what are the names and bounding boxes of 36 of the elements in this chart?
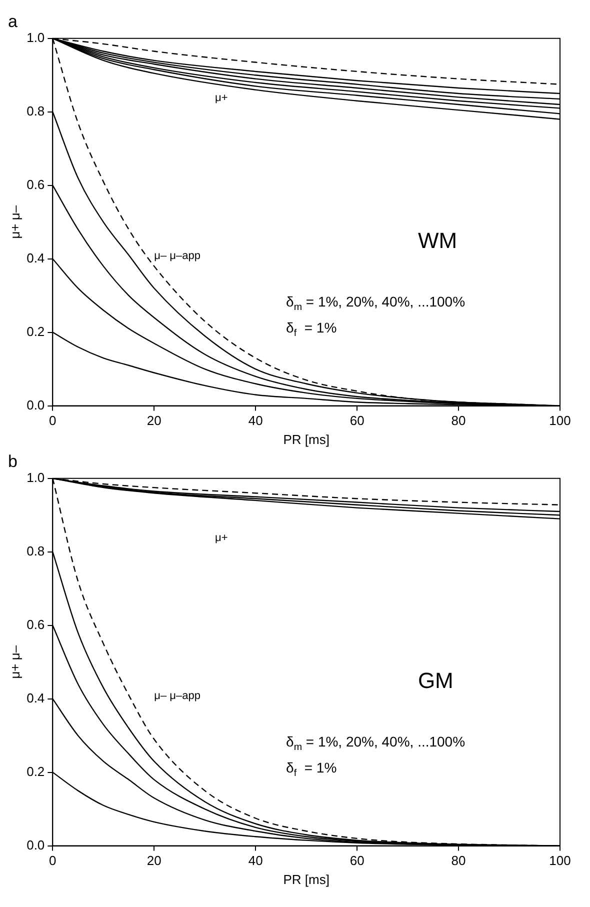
x-tick-label: 60 (350, 413, 364, 428)
y-tick-label: 0.2 (26, 324, 45, 339)
annotation: GM (418, 668, 454, 693)
annotation: μ– μ–app (154, 690, 200, 702)
annotation: μ+ (215, 532, 228, 544)
y-tick-label: 1.0 (26, 470, 45, 485)
annotation: WM (418, 228, 458, 253)
x-axis-title: PR [ms] (283, 432, 330, 447)
x-tick-label: 40 (248, 413, 263, 428)
chart-title: b (8, 452, 18, 471)
x-tick-label: 20 (146, 413, 162, 428)
y-axis-title: μ+ μ– (7, 644, 22, 679)
x-tick-label: 20 (146, 853, 162, 868)
y-tick-label: 0.2 (26, 764, 45, 779)
x-tick-label: 100 (549, 413, 571, 428)
x-tick-label: 60 (350, 853, 364, 868)
y-tick-label: 0.6 (26, 616, 45, 632)
x-tick-label: 80 (451, 853, 466, 868)
y-tick-label: 0.4 (26, 690, 45, 706)
y-axis-title: μ+ μ– (7, 204, 22, 239)
x-tick-label: 40 (248, 853, 263, 868)
annotation: μ– μ–app (154, 250, 200, 262)
y-tick-label: 0.6 (26, 176, 45, 192)
y-tick-label: 0.8 (26, 543, 45, 558)
y-tick-label: 0.0 (26, 837, 45, 852)
chart-title: a (8, 12, 18, 31)
x-axis-title: PR [ms] (283, 872, 330, 887)
x-tick-label: 0 (49, 413, 56, 428)
annotation: μ+ (215, 92, 228, 104)
x-tick-label: 100 (549, 853, 571, 868)
y-tick-label: 0.0 (26, 397, 45, 412)
y-tick-label: 0.8 (26, 103, 45, 118)
y-tick-label: 1.0 (26, 30, 45, 45)
x-tick-label: 0 (49, 853, 56, 868)
y-tick-label: 0.4 (26, 250, 45, 266)
x-tick-label: 80 (451, 413, 466, 428)
